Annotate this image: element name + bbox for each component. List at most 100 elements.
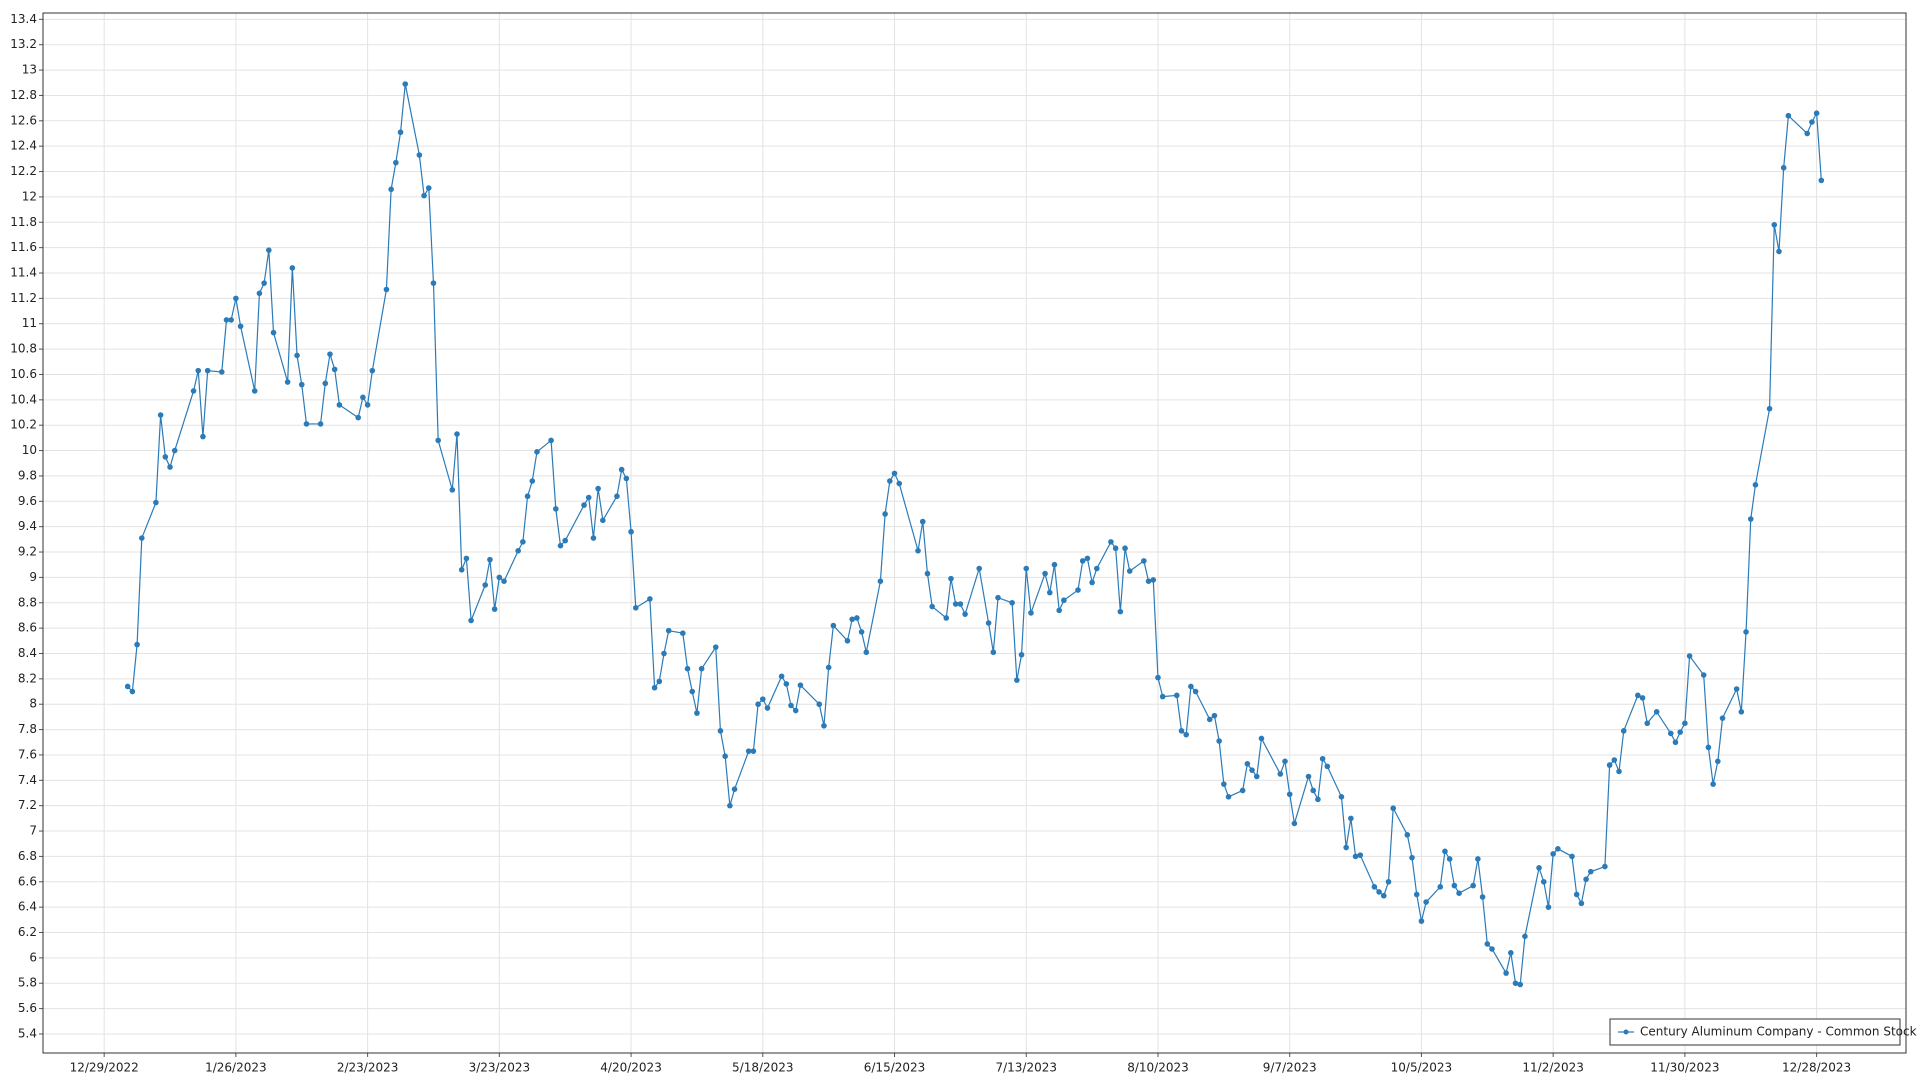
y-tick-label: 7.8 [18, 722, 37, 736]
data-point [816, 701, 823, 708]
data-point [680, 630, 686, 636]
data-point [854, 615, 860, 621]
data-point [844, 638, 851, 644]
data-point [1747, 516, 1754, 522]
y-tick-label: 8.2 [18, 671, 37, 685]
data-point [327, 351, 333, 357]
x-tick-label: 9/7/2023 [1263, 1061, 1317, 1075]
data-point [1437, 884, 1444, 890]
data-point [468, 617, 474, 624]
data-point [153, 499, 159, 506]
data-point [614, 493, 620, 500]
data-point [364, 402, 371, 408]
y-tick-label: 10.4 [10, 392, 37, 406]
data-point [487, 556, 493, 563]
y-tick-label: 11.8 [10, 215, 37, 229]
data-point [1536, 865, 1542, 871]
data-point [1522, 933, 1528, 940]
data-point [336, 402, 343, 408]
data-point [270, 329, 277, 336]
data-point [1343, 844, 1349, 851]
y-tick-label: 7 [29, 824, 37, 838]
data-point [1018, 651, 1025, 658]
data-point [1635, 692, 1641, 699]
data-point [764, 705, 771, 711]
data-point [1023, 565, 1030, 572]
data-point [1009, 599, 1015, 606]
data-point [689, 688, 696, 695]
data-point [788, 702, 794, 709]
y-tick-label: 5.4 [18, 1026, 37, 1040]
y-tick-label: 9.2 [18, 545, 37, 559]
data-point [515, 547, 521, 554]
data-point [200, 433, 206, 440]
data-point [1672, 739, 1679, 746]
data-point [548, 437, 554, 444]
y-tick-label: 12.2 [10, 164, 37, 178]
data-point [223, 317, 230, 323]
data-point [821, 722, 827, 729]
y-tick-label: 13.2 [10, 37, 37, 51]
data-point [750, 748, 757, 754]
data-point [298, 381, 305, 388]
data-point [416, 152, 423, 158]
data-point [1376, 889, 1382, 895]
y-tick-label: 6.6 [18, 874, 37, 888]
x-tick-label: 10/5/2023 [1391, 1061, 1453, 1075]
data-point [1206, 716, 1213, 723]
legend-swatch-dot [1623, 1029, 1629, 1035]
data-point [496, 574, 503, 581]
x-tick-label: 11/2/2023 [1522, 1061, 1584, 1075]
data-point [256, 290, 263, 297]
data-point [557, 542, 564, 549]
data-point [1719, 715, 1726, 721]
data-point [1644, 720, 1651, 727]
data-point [1126, 568, 1133, 574]
data-point [562, 537, 569, 544]
y-tick-label: 11 [22, 316, 37, 330]
y-tick-label: 5.8 [18, 976, 37, 990]
data-point [1324, 763, 1331, 770]
data-point [251, 388, 258, 394]
data-point [129, 688, 136, 695]
data-point [388, 186, 394, 193]
data-point [294, 352, 300, 359]
data-point [1517, 981, 1524, 988]
data-point [552, 506, 559, 512]
data-point [1418, 918, 1425, 924]
data-point [360, 394, 366, 401]
data-point [1371, 884, 1378, 890]
data-point [1108, 539, 1114, 545]
data-point [1286, 791, 1293, 798]
data-point [195, 367, 202, 374]
data-point [1352, 853, 1359, 860]
data-point [237, 323, 244, 330]
data-point [284, 379, 291, 385]
data-point [647, 596, 653, 602]
data-point [167, 464, 173, 470]
data-point [369, 367, 376, 374]
data-point [651, 684, 658, 691]
data-point [1705, 744, 1712, 751]
y-tick-label: 9.6 [18, 494, 37, 508]
x-tick-label: 7/13/2023 [995, 1061, 1057, 1075]
data-point [887, 478, 893, 484]
x-tick-label: 4/20/2023 [600, 1061, 662, 1075]
data-point [1733, 686, 1740, 692]
data-point [995, 594, 1001, 601]
y-tick-label: 12.6 [10, 113, 37, 127]
data-point [990, 649, 997, 656]
data-point [449, 487, 456, 493]
data-point [171, 447, 178, 454]
data-point [684, 665, 691, 672]
data-point [228, 317, 234, 323]
data-point [1489, 946, 1495, 952]
data-point [1075, 587, 1081, 593]
data-point [849, 616, 855, 623]
data-point [1606, 762, 1613, 768]
data-point [289, 265, 296, 271]
x-tick-label: 6/15/2023 [864, 1061, 926, 1075]
data-point [1014, 677, 1020, 683]
data-point [458, 566, 465, 573]
data-point [491, 606, 498, 612]
